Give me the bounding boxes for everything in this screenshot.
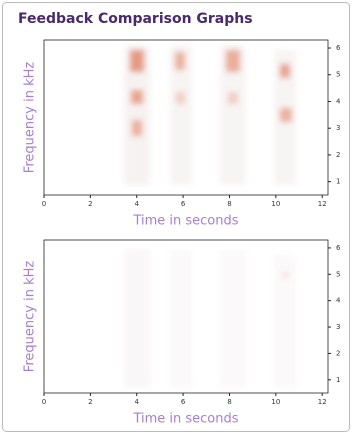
y-tick-label: 6 (336, 244, 341, 252)
x-tick-label: 8 (227, 200, 231, 208)
x-axis-label: Time in seconds (132, 214, 238, 229)
x-tick-label: 12 (318, 200, 327, 208)
spectrogram-2 (124, 250, 296, 388)
x-tick-label: 12 (318, 398, 327, 406)
y-tick-label: 4 (336, 97, 341, 105)
y-tick-label: 3 (336, 323, 340, 331)
y-tick-label: 5 (336, 71, 340, 79)
x-tick-label: 4 (135, 398, 140, 406)
x-tick-label: 10 (271, 200, 280, 208)
x-tick-label: 8 (227, 398, 231, 406)
y-tick-label: 4 (336, 297, 341, 305)
x-tick-label: 0 (42, 200, 46, 208)
page-title: Feedback Comparison Graphs (18, 11, 253, 27)
x-tick-label: 4 (135, 200, 140, 208)
spectrogram-1 (124, 45, 296, 185)
x-tick-label: 6 (181, 398, 186, 406)
y-tick-label: 3 (336, 124, 340, 132)
x-tick-label: 0 (42, 398, 46, 406)
y-tick-label: 5 (336, 270, 340, 278)
x-tick-label: 2 (88, 200, 92, 208)
x-tick-label: 2 (88, 398, 92, 406)
y-axis-label: Frequency in kHz (23, 261, 38, 373)
y-axis-label: Frequency in kHz (23, 62, 38, 174)
y-tick-label: 2 (336, 349, 340, 357)
x-axis-label: Time in seconds (132, 412, 238, 427)
y-tick-label: 1 (336, 376, 340, 384)
y-tick-label: 6 (336, 44, 341, 52)
card (2, 2, 350, 432)
plot-frame (43, 39, 329, 196)
y-tick-label: 1 (336, 178, 340, 186)
plot-frame (43, 239, 329, 394)
x-tick-label: 6 (181, 200, 186, 208)
y-tick-label: 2 (336, 151, 340, 159)
x-tick-label: 10 (271, 398, 280, 406)
